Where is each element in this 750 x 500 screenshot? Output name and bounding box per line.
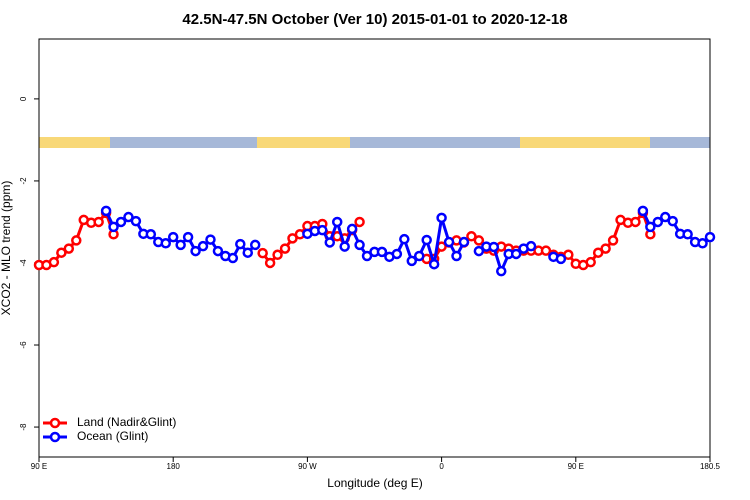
data-point: [324, 237, 336, 248]
data-point: [212, 245, 224, 257]
data-point: [123, 211, 134, 223]
data-point: [175, 239, 186, 251]
data-point: [399, 233, 410, 245]
data-point: [607, 235, 619, 246]
data-point: [279, 243, 291, 254]
data-point: [130, 215, 142, 227]
data-point: [56, 247, 67, 258]
data-point: [317, 224, 328, 236]
ocean-strip: [350, 137, 520, 148]
x-axis-label: Longitude (deg E): [327, 476, 422, 490]
data-point: [115, 216, 127, 228]
data-point: [272, 249, 283, 261]
data-point: [182, 231, 194, 243]
data-point: [108, 221, 119, 233]
data-point: [190, 245, 201, 257]
data-point: [540, 245, 552, 256]
data-point: [466, 231, 477, 242]
x-tick-label: 90 E: [568, 462, 584, 471]
data-point: [436, 212, 447, 224]
data-point: [585, 256, 596, 268]
data-point: [235, 238, 246, 250]
data-point: [354, 239, 365, 251]
series: [100, 205, 716, 277]
data-point: [205, 234, 216, 245]
data-point: [697, 238, 708, 249]
x-tick-label: 90 W: [298, 462, 317, 471]
data-point: [451, 250, 462, 262]
legend-label: Ocean (Glint): [77, 429, 148, 443]
data-point: [339, 241, 350, 252]
x-tick-label: 0: [439, 462, 444, 471]
chart-title: 42.5N-47.5N October (Ver 10) 2015-01-01 …: [182, 11, 567, 28]
x-tick-label: 180.5: [700, 462, 721, 471]
land-mask-strip: [39, 137, 710, 148]
data-point: [443, 236, 455, 248]
data-point: [660, 211, 671, 223]
land-strip: [39, 137, 110, 148]
data-point: [331, 216, 343, 228]
data-point: [249, 239, 261, 251]
y-tick-label: -6: [19, 341, 28, 349]
land-strip: [520, 137, 650, 148]
data-point: [227, 252, 239, 264]
data-point: [413, 250, 425, 262]
x-tick-label: 90 E: [31, 462, 47, 471]
data-point: [510, 248, 522, 260]
land-strip: [257, 137, 350, 148]
data-point: [361, 250, 373, 262]
legend-label: Land (Nadir&Glint): [77, 415, 176, 429]
data-point: [600, 243, 611, 254]
data-point: [592, 247, 604, 258]
data-point: [428, 258, 440, 270]
ocean-strip: [650, 137, 710, 148]
ocean-strip: [110, 137, 257, 148]
y-tick-label: -8: [19, 423, 28, 431]
data-point: [637, 205, 649, 217]
data-point: [242, 247, 254, 258]
x-tick-label: 180: [167, 462, 181, 471]
data-point: [704, 231, 716, 243]
data-point: [555, 253, 567, 265]
data-point: [630, 216, 641, 228]
data-point: [682, 229, 693, 240]
plot-frame: [38, 38, 711, 458]
y-tick-label: 0: [19, 96, 28, 101]
data-point: [525, 240, 537, 252]
data-point: [257, 247, 268, 259]
data-point: [160, 238, 171, 249]
data-point: [421, 234, 432, 246]
legend-marker: [49, 431, 61, 443]
y-tick-label: -4: [19, 259, 28, 267]
data-point: [458, 236, 470, 248]
data-point: [563, 249, 574, 261]
data-point: [287, 233, 298, 244]
data-point: [145, 229, 157, 240]
data-point: [473, 245, 485, 257]
data-point: [667, 215, 678, 227]
data-point: [495, 265, 507, 277]
data-point: [391, 248, 403, 260]
legend-marker: [49, 417, 61, 429]
data-point: [71, 235, 82, 246]
y-tick-label: -2: [19, 177, 28, 185]
legend: Land (Nadir&Glint)Ocean (Glint): [43, 415, 176, 443]
data-point: [406, 255, 418, 267]
data-point: [48, 256, 60, 268]
data-point: [346, 223, 358, 235]
data-point: [354, 216, 365, 228]
data-point: [376, 246, 388, 258]
data-point: [93, 216, 104, 228]
data-point: [167, 231, 179, 243]
data-point: [652, 216, 664, 228]
data-point: [63, 243, 75, 254]
data-point: [488, 241, 500, 253]
data-point: [473, 235, 485, 246]
data-point: [100, 205, 112, 217]
data-point: [197, 240, 209, 252]
y-axis-label: XCO2 - MLO trend (ppm): [0, 181, 13, 316]
data-point: [264, 257, 276, 269]
data-point: [645, 221, 656, 233]
